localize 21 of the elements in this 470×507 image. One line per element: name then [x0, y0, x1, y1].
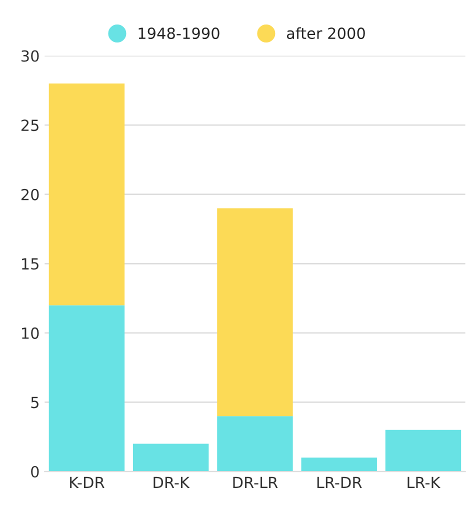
y-tick-label: 25	[21, 120, 38, 132]
bar	[385, 430, 462, 472]
x-tick-label: LR-DR	[317, 476, 362, 488]
y-tick-label: 30	[22, 50, 39, 62]
bar	[132, 444, 209, 472]
y-tick-label: 15	[22, 258, 38, 270]
legend-label: 1948-1990	[138, 28, 220, 40]
bar	[217, 208, 293, 416]
y-tick-label: 20	[21, 188, 39, 200]
bar	[48, 83, 125, 306]
x-tick-label: LR-K	[408, 476, 441, 488]
bar	[48, 305, 125, 472]
y-tick-label: 10	[22, 327, 39, 339]
x-tick-label: DR-K	[154, 476, 190, 488]
bar	[301, 458, 377, 472]
bar	[217, 416, 293, 472]
y-tick-label: 0	[31, 466, 39, 478]
x-tick-label: K-DR	[70, 476, 104, 488]
y-tick-label: 5	[31, 396, 38, 408]
legend-label: after 2000	[286, 27, 365, 40]
x-tick-label: DR-LR	[233, 476, 278, 488]
